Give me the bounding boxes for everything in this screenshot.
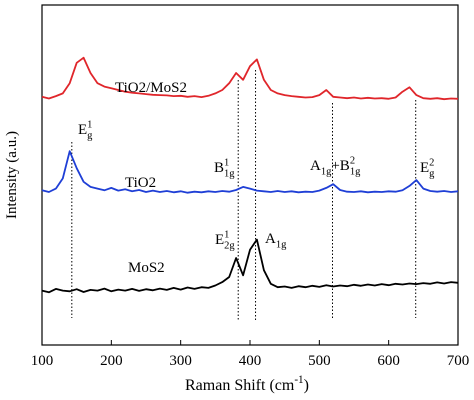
peak-label: B bbox=[214, 160, 224, 176]
x-axis-label: Raman Shift (cm bbox=[185, 377, 295, 394]
series-line bbox=[41, 56, 459, 101]
x-tick-label: 700 bbox=[447, 353, 470, 369]
x-axis-label: -1 bbox=[294, 374, 303, 386]
peak-label: 2 bbox=[429, 157, 434, 168]
peak-label: +B bbox=[331, 158, 349, 174]
x-tick-label: 400 bbox=[239, 353, 262, 369]
series-label: MoS2 bbox=[128, 260, 165, 276]
plot-frame bbox=[41, 4, 459, 346]
peak-label: 1 bbox=[224, 157, 229, 168]
x-tick-label: 200 bbox=[100, 353, 123, 369]
x-tick-label: 300 bbox=[169, 353, 192, 369]
x-axis-label: ) bbox=[304, 377, 309, 394]
x-tick-label: 100 bbox=[31, 353, 54, 369]
y-axis-label: Intensity (a.u.) bbox=[4, 131, 20, 219]
peak-label: 1g bbox=[224, 169, 235, 180]
peak-label: 1g bbox=[276, 240, 287, 251]
series-line bbox=[41, 150, 459, 194]
series-label: TiO2 bbox=[125, 175, 156, 191]
x-tick-label: 500 bbox=[308, 353, 331, 369]
peak-label: 1 bbox=[87, 119, 92, 130]
peak-label: g bbox=[429, 169, 435, 180]
peak-label: 1g bbox=[350, 167, 361, 178]
peak-label: E bbox=[215, 232, 224, 248]
peak-label: 1g bbox=[321, 167, 332, 178]
x-tick-label: 600 bbox=[377, 353, 400, 369]
peak-label: E bbox=[420, 160, 429, 176]
peak-label: A bbox=[310, 158, 321, 174]
series-line bbox=[41, 238, 459, 294]
peak-label: A bbox=[265, 231, 276, 247]
peak-label: E bbox=[78, 122, 87, 138]
peak-label: 2 bbox=[350, 155, 355, 166]
peak-label: g bbox=[87, 131, 93, 142]
peak-label: 1 bbox=[224, 229, 229, 240]
series-label: TiO2/MoS2 bbox=[115, 80, 187, 96]
peak-label: 2g bbox=[224, 241, 235, 252]
